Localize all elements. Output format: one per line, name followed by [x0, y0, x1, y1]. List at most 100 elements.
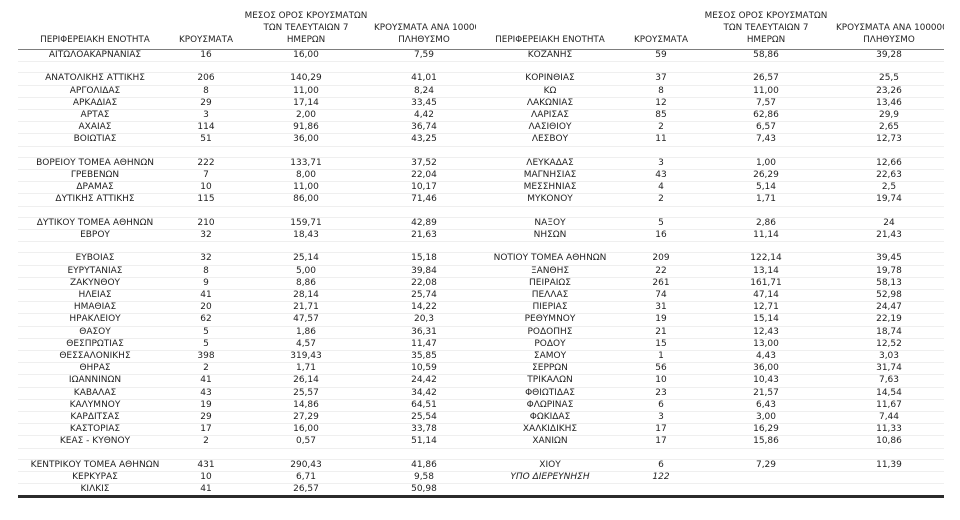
region-cell: ΑΙΤΩΛΟΑΚΑΡΝΑΝΙΑΣ: [48, 50, 142, 60]
avg7-cell: 159,71: [290, 217, 322, 228]
per100k-cell: 11,33: [876, 424, 902, 435]
avg7-cell: 7,57: [755, 97, 777, 108]
cases-cell: 56: [655, 363, 667, 374]
cases-cell: 21: [655, 326, 667, 337]
per100k-cell: 12,52: [876, 338, 902, 349]
avg7-cell: 1,71: [755, 194, 777, 205]
table-row: ΕΒΡΟΥ 32 18,43 21,63 ΝΗΣΩΝ 16 11,14 21,43: [18, 230, 944, 242]
avg7-cell: 6,57: [755, 122, 777, 133]
avg7-cell: 47,14: [753, 290, 779, 300]
per100k-cell: 36,74: [411, 122, 437, 133]
region-cell: ΞΑΝΘΗΣ: [530, 265, 570, 276]
per100k-cell: 10,86: [876, 436, 902, 447]
avg7-cell: 36,00: [293, 134, 319, 145]
avg7-column-header-right: ΜΕΣΟΣ ΟΡΟΣ ΚΡΟΥΣΜΑΤΩΝ ΤΩΝ ΤΕΛΕΥΤΑΙΩΝ 7 Η…: [698, 8, 834, 50]
region-cell: ΚΕΡΚΥΡΑΣ: [72, 472, 118, 483]
avg7-cell: 8,00: [295, 170, 317, 180]
table-row: ΚΙΛΚΙΣ 41 26,57 50,98: [18, 484, 944, 497]
per100k-cell: [834, 62, 944, 73]
cases-cell: 11: [655, 134, 667, 145]
region-cell: ΑΝΑΤΟΛΙΚΗΣ ΑΤΤΙΚΗΣ: [45, 73, 145, 84]
region-cell: ΚΑΛΥΜΝΟΥ: [69, 399, 121, 410]
region-cell: ΝΟΤΙΟΥ ΤΟΜΕΑ ΑΘΗΝΩΝ: [493, 253, 607, 264]
cases-cell: 5: [203, 338, 209, 349]
table-row: [18, 146, 944, 158]
header-line: ΤΩΝ ΤΕΛΕΥΤΑΙΩΝ 7: [263, 23, 349, 33]
region-cell: ΣΕΡΡΩΝ: [532, 363, 568, 374]
region-cell: ΔΥΤΙΚΟΥ ΤΟΜΕΑ ΑΘΗΝΩΝ: [36, 217, 154, 228]
region-cell: ΚΕΑΣ - ΚΥΘΝΟΥ: [59, 436, 131, 447]
per100k-cell: 23,26: [876, 85, 902, 96]
avg7-cell: 13,14: [753, 265, 779, 276]
table-row: ΚΑΛΥΜΝΟΥ 19 14,86 64,51 ΦΛΩΡΙΝΑΣ 6 6,43 11,67: [18, 399, 944, 412]
avg7-cell: 21,71: [293, 302, 319, 313]
header-line: ΚΡΟΥΣΜΑΤΑ ΑΝΑ 100000: [836, 23, 944, 33]
cases-cell: 12: [655, 97, 667, 108]
region-cell: ΡΟΔΟΥ: [534, 338, 566, 349]
avg7-cell: 58,86: [753, 50, 779, 60]
cases-cell: 206: [197, 73, 215, 84]
avg7-cell: 16,00: [293, 424, 319, 435]
avg7-cell: [698, 242, 834, 253]
table-row: ΔΡΑΜΑΣ 10 11,00 10,17 ΜΕΣΣΗΝΙΑΣ 4 5,14 2,5: [18, 182, 944, 194]
cases-cell: 37: [655, 73, 667, 84]
table-row: ΑΡΓΟΛΙΔΑΣ 8 11,00 8,24 ΚΩ 8 11,00 23,26: [18, 85, 944, 98]
avg7-cell: 15,14: [753, 314, 779, 325]
per100k-cell: [834, 206, 944, 217]
cases-cell: 6: [658, 399, 664, 410]
avg7-cell: [240, 62, 372, 73]
cases-cell: 8: [203, 265, 209, 276]
header-line: ΤΩΝ ΤΕΛΕΥΤΑΙΩΝ 7: [723, 23, 809, 33]
region-cell: ΧΑΝΙΩΝ: [532, 436, 568, 447]
avg7-cell: [698, 206, 834, 217]
avg7-cell: 13,00: [753, 338, 779, 349]
region-cell: ΑΡΓΟΛΙΔΑΣ: [69, 85, 121, 96]
per100k-cell: 39,84: [411, 265, 437, 276]
region-cell: [18, 206, 172, 217]
per100k-cell: 41,86: [411, 459, 437, 470]
region-cell: ΙΩΑΝΝΙΝΩΝ: [68, 375, 122, 386]
per100k-cell: 29,9: [878, 110, 900, 120]
cases-cell: 32: [200, 253, 212, 264]
cases-cell: 1: [658, 351, 664, 362]
per100k-cell: 35,85: [411, 351, 437, 362]
cases-cell: 16: [200, 50, 212, 60]
per100k-cell: 50,98: [411, 484, 437, 495]
cases-column-header-left: ΚΡΟΥΣΜΑΤΑ: [179, 35, 233, 45]
avg7-cell: 5,14: [755, 182, 777, 193]
region-cell: ΚΑΣΤΟΡΙΑΣ: [69, 424, 121, 435]
avg7-cell: 62,86: [753, 110, 779, 120]
per100k-cell: 14,22: [411, 302, 437, 313]
cases-cell: 7: [203, 170, 209, 180]
region-cell: [476, 484, 624, 497]
region-cell: ΕΥΒΟΙΑΣ: [75, 253, 115, 264]
cases-cell: [172, 206, 240, 217]
avg7-cell: 91,86: [293, 122, 319, 133]
cases-cell: 114: [197, 122, 215, 133]
per100k-cell: [834, 472, 944, 484]
avg7-cell: 7,29: [755, 459, 777, 470]
cases-cell: 261: [652, 277, 670, 288]
per100k-cell: 4,42: [413, 110, 435, 120]
region-cell: ΜΑΓΝΗΣΙΑΣ: [523, 170, 577, 180]
cases-cell: 85: [655, 110, 667, 120]
per100k-cell: 2,65: [878, 122, 900, 133]
avg7-cell: 25,57: [293, 387, 319, 398]
region-cell: ΕΥΡΥΤΑΝΙΑΣ: [67, 265, 123, 276]
per100k-cell: 33,78: [411, 424, 437, 435]
avg7-cell: 3,00: [755, 412, 777, 423]
cases-cell: 17: [655, 436, 667, 447]
table-row: ΘΑΣΟΥ 5 1,86 36,31 ΡΟΔΟΠΗΣ 21 12,43 18,74: [18, 326, 944, 339]
region-cell: ΚΕΝΤΡΙΚΟΥ ΤΟΜΕΑ ΑΘΗΝΩΝ: [30, 459, 160, 470]
avg7-cell: 18,43: [293, 230, 319, 240]
cases-cell: 31: [655, 302, 667, 313]
cases-cell: 10: [655, 375, 667, 386]
table-row: ΒΟΡΕΙΟΥ ΤΟΜΕΑ ΑΘΗΝΩΝ 222 133,71 37,52 ΛΕΥΚΑΔ…: [18, 157, 944, 170]
avg7-cell: 7,43: [755, 134, 777, 145]
table-row: ΑΧΑΪΑΣ 114 91,86 36,74 ΛΑΣΙΘΙΟΥ 2 6,57 2,65: [18, 122, 944, 134]
table-row: ΑΡΤΑΣ 3 2,00 4,42 ΛΑΡΙΣΑΣ 85 62,86 29,9: [18, 110, 944, 122]
region-cell: ΚΟΡΙΝΘΙΑΣ: [525, 73, 575, 84]
cases-cell: 431: [197, 459, 215, 470]
region-cell: ΛΕΣΒΟΥ: [531, 134, 569, 145]
region-cell: [476, 62, 624, 73]
